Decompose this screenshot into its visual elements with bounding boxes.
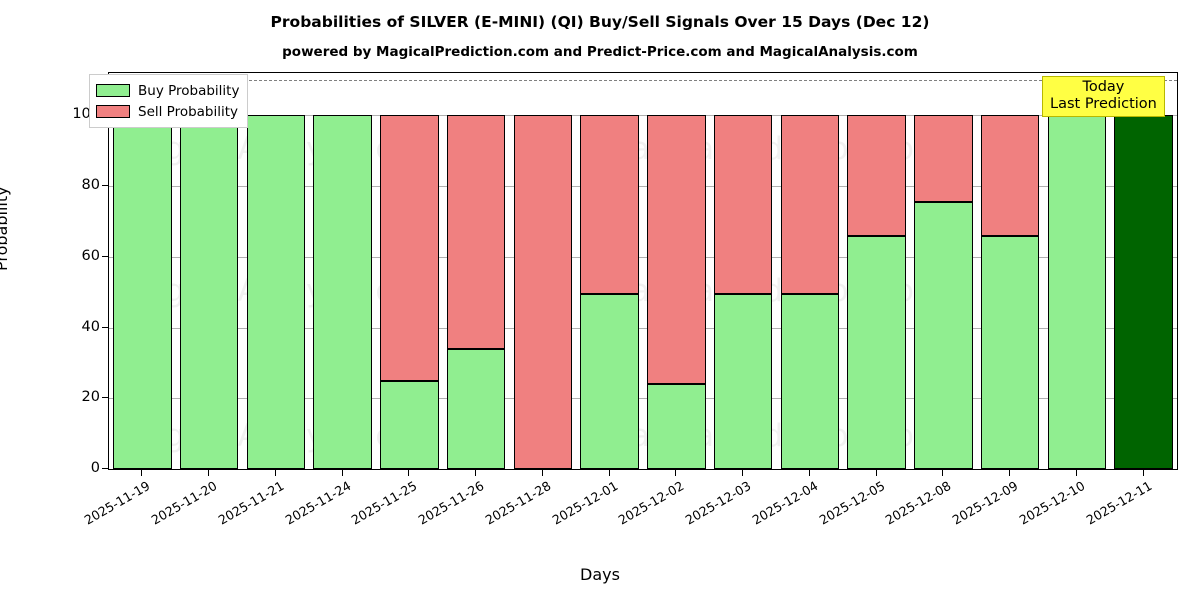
- today-last-prediction-annotation: Today Last Prediction: [1042, 76, 1165, 117]
- x-tick-mark: [1009, 470, 1011, 476]
- x-axis-label: Days: [580, 565, 620, 584]
- legend-label: Buy Probability: [138, 82, 240, 99]
- x-tick-mark: [541, 470, 543, 476]
- legend-swatch-icon: [96, 105, 130, 118]
- x-tick-mark: [875, 470, 877, 476]
- bar-segment-buy[interactable]: [914, 202, 973, 469]
- bar-segment-sell[interactable]: [580, 115, 639, 294]
- bar-segment-buy[interactable]: [380, 380, 439, 469]
- legend-item[interactable]: Sell Probability: [96, 101, 239, 122]
- y-tick-mark: [102, 255, 108, 257]
- bar-group[interactable]: [780, 73, 840, 469]
- bar-segment-sell[interactable]: [847, 115, 906, 236]
- bar-segment-buy[interactable]: [713, 293, 773, 469]
- x-tick-mark: [1075, 470, 1077, 476]
- bar-segment-sell[interactable]: [914, 115, 973, 203]
- bar-segment-buy[interactable]: [246, 115, 306, 469]
- bar-group[interactable]: [980, 73, 1040, 469]
- legend-label: Sell Probability: [138, 103, 239, 120]
- bar-segment-today[interactable]: [1114, 115, 1173, 469]
- legend-swatch-icon: [96, 84, 130, 97]
- y-tick-mark: [102, 185, 108, 187]
- bar-group[interactable]: [246, 73, 306, 469]
- bar-group[interactable]: [513, 73, 573, 469]
- y-tick-label: 80: [81, 177, 100, 194]
- bar-group[interactable]: [914, 73, 973, 469]
- annotation-line-last-prediction: Last Prediction: [1050, 95, 1157, 112]
- bar-segment-buy[interactable]: [647, 384, 706, 469]
- x-tick-mark: [341, 470, 343, 476]
- y-tick-label: 0: [90, 460, 100, 476]
- bar-segment-buy[interactable]: [446, 348, 506, 469]
- bar-segment-sell[interactable]: [713, 115, 773, 294]
- bar-segment-buy[interactable]: [313, 115, 372, 469]
- gridline-y-40: [109, 327, 1177, 329]
- bar-segment-buy[interactable]: [780, 293, 840, 469]
- x-tick-mark: [141, 470, 143, 476]
- bar-segment-sell[interactable]: [446, 115, 506, 349]
- x-tick-mark: [475, 470, 477, 476]
- y-tick-label: 100: [72, 106, 100, 123]
- bar-segment-buy[interactable]: [847, 235, 906, 469]
- gridline-y-100: [109, 115, 1177, 117]
- bar-group[interactable]: [446, 73, 506, 469]
- bar-group[interactable]: [1114, 73, 1173, 469]
- gridline-y-20: [109, 398, 1177, 400]
- bar-group[interactable]: [1047, 73, 1107, 469]
- bar-segment-sell[interactable]: [513, 115, 573, 469]
- bar-segment-buy[interactable]: [580, 293, 639, 469]
- y-tick-mark: [102, 397, 108, 399]
- gridline-y-60: [109, 256, 1177, 258]
- bar-segment-sell[interactable]: [780, 115, 840, 294]
- bar-group[interactable]: [580, 73, 639, 469]
- y-tick-label: 60: [81, 247, 100, 264]
- y-tick-mark: [102, 468, 108, 469]
- bar-segment-buy[interactable]: [980, 235, 1040, 469]
- bar-segment-sell[interactable]: [647, 115, 706, 385]
- bar-segment-sell[interactable]: [380, 115, 439, 381]
- x-tick-mark: [274, 470, 276, 476]
- bar-group[interactable]: [380, 73, 439, 469]
- x-tick-mark: [408, 470, 410, 476]
- reference-line: [109, 80, 1177, 82]
- x-tick-mark: [675, 470, 677, 476]
- bar-segment-buy[interactable]: [113, 115, 172, 469]
- bar-group[interactable]: [647, 73, 706, 469]
- bar-segment-buy[interactable]: [1047, 115, 1107, 469]
- bar-group[interactable]: [847, 73, 906, 469]
- y-tick-label: 40: [81, 318, 100, 335]
- bar-group[interactable]: [113, 73, 172, 469]
- x-tick-mark: [608, 470, 610, 476]
- chart-subtitle: powered by MagicalPrediction.com and Pre…: [282, 44, 918, 60]
- chart-title: Probabilities of SILVER (E-MINI) (QI) Bu…: [270, 13, 930, 31]
- bar-group[interactable]: [179, 73, 239, 469]
- bar-group[interactable]: [713, 73, 773, 469]
- bar-group[interactable]: [313, 73, 372, 469]
- legend-item[interactable]: Buy Probability: [96, 80, 239, 101]
- x-tick-mark: [1142, 470, 1144, 476]
- annotation-line-today: Today: [1082, 79, 1125, 95]
- gridline-y-80: [109, 186, 1177, 188]
- x-tick-mark: [742, 470, 744, 476]
- y-tick-label: 20: [81, 389, 100, 406]
- chart-legend: Buy Probability Sell Probability: [89, 74, 249, 128]
- bar-segment-buy[interactable]: [179, 115, 239, 469]
- x-tick-mark: [808, 470, 810, 476]
- y-tick-mark: [102, 326, 108, 328]
- x-tick-mark: [942, 470, 944, 476]
- x-tick-mark: [208, 470, 210, 476]
- plot-area: MagicalAnalysis.comMagicaPrediction.comM…: [108, 72, 1178, 470]
- bar-segment-sell[interactable]: [980, 115, 1040, 236]
